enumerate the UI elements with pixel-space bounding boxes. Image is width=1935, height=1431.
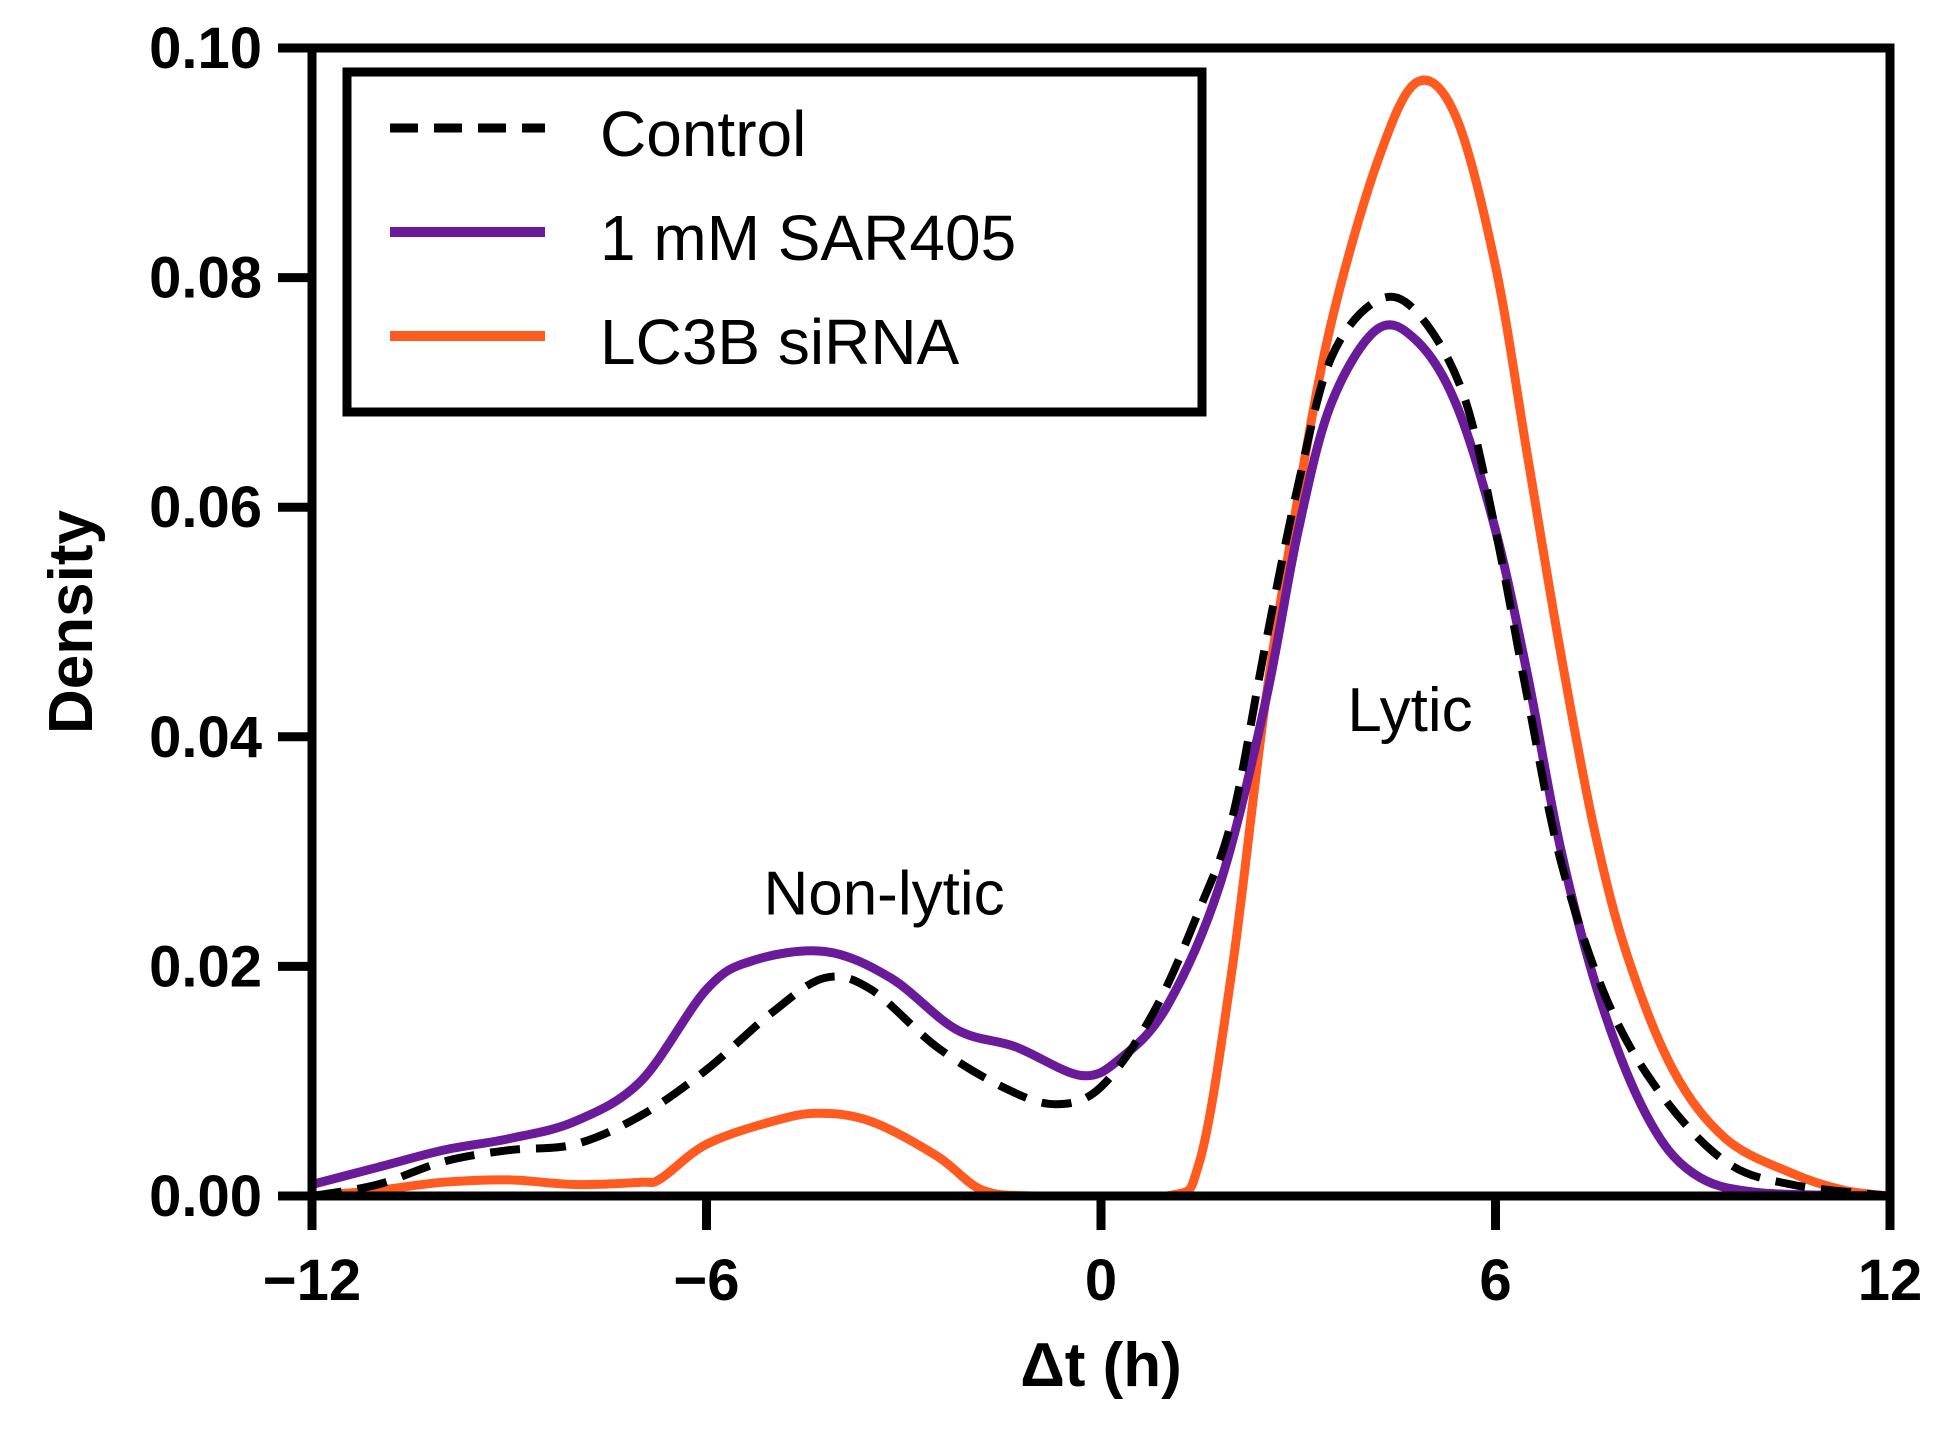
legend: Control 1 mM SAR405 LC3B siRNA bbox=[342, 67, 1207, 417]
y-axis-title: Density bbox=[37, 510, 106, 734]
annotation-non-lytic: Non-lytic bbox=[763, 860, 1004, 929]
y-tick-label: 0.00 bbox=[149, 1164, 262, 1229]
legend-label-sar405: 1 mM SAR405 bbox=[600, 202, 1016, 274]
axis-layer: −12 −6 0 6 12 0.00 0.02 0.04 0.06 0.08 0.10 bbox=[149, 16, 1922, 1313]
x-tick-label: 12 bbox=[1858, 1248, 1923, 1313]
series-line-control bbox=[311, 292, 1891, 1200]
y-tick-label: 0.08 bbox=[149, 246, 262, 311]
x-tick-label: 0 bbox=[1085, 1248, 1117, 1313]
x-tick-label: −6 bbox=[673, 1248, 739, 1313]
x-tick-label: 6 bbox=[1479, 1248, 1511, 1313]
y-tick-label: 0.06 bbox=[149, 475, 262, 540]
x-axis-title: Δt (h) bbox=[1020, 1331, 1182, 1400]
y-tick-label: 0.10 bbox=[149, 16, 262, 81]
legend-label-control: Control bbox=[600, 98, 806, 170]
series-line-sar405 bbox=[310, 320, 1891, 1201]
x-tick-label: −12 bbox=[263, 1248, 361, 1313]
y-tick-label: 0.04 bbox=[149, 705, 262, 770]
annotation-layer: Non-lytic Lytic bbox=[763, 676, 1472, 929]
legend-label-lc3b: LC3B siRNA bbox=[600, 306, 960, 378]
series-layer bbox=[310, 75, 1891, 1201]
annotation-lytic: Lytic bbox=[1347, 676, 1472, 745]
y-tick-label: 0.02 bbox=[149, 934, 262, 999]
